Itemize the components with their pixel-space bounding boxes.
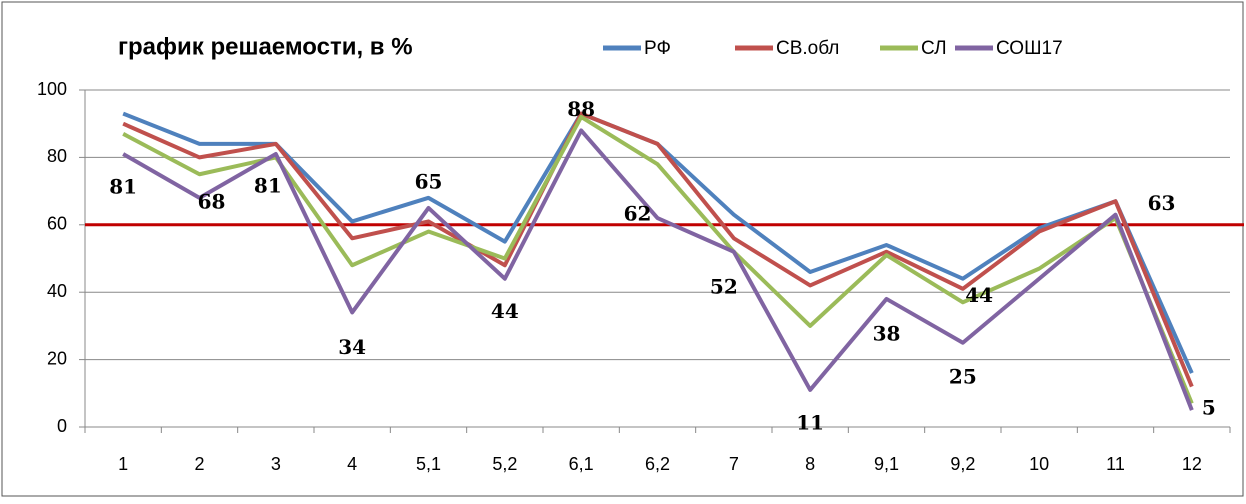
legend-label: РФ <box>644 38 671 59</box>
y-tick-label: 0 <box>57 416 67 436</box>
series-line <box>122 114 1194 405</box>
x-tick-label: 7 <box>729 454 739 474</box>
data-label: 44 <box>491 299 519 323</box>
series-line <box>122 128 1194 411</box>
data-label: 63 <box>1148 191 1176 215</box>
data-label: 34 <box>338 335 366 359</box>
y-tick-label: 80 <box>47 146 67 166</box>
x-tick-label: 11 <box>1106 454 1125 474</box>
data-label: 62 <box>624 202 652 226</box>
legend-label: СВ.обл <box>776 38 839 59</box>
data-label: 5 <box>1202 396 1216 420</box>
x-tick-label: 6,2 <box>645 454 670 474</box>
series-line <box>122 111 1194 388</box>
data-label: 44 <box>965 283 993 307</box>
y-tick-label: 40 <box>47 281 67 301</box>
x-tick-label: 5,2 <box>492 454 517 474</box>
x-tick-label: 6,1 <box>569 454 594 474</box>
data-label: 88 <box>567 97 595 121</box>
chart-title: график решаемости, в % <box>118 33 413 60</box>
legend-label: СОШ17 <box>996 38 1063 59</box>
x-tick-label: 12 <box>1182 454 1202 474</box>
x-tick-label: 2 <box>194 454 204 474</box>
x-tick-label: 8 <box>805 454 815 474</box>
x-tick-label: 10 <box>1029 454 1049 474</box>
data-label: 65 <box>415 169 443 193</box>
x-tick-label: 5,1 <box>416 454 441 474</box>
x-tick-label: 3 <box>271 454 281 474</box>
data-label: 52 <box>710 274 738 298</box>
x-tick-label: 4 <box>347 454 357 474</box>
y-tick-label: 100 <box>37 79 67 99</box>
y-tick-label: 20 <box>47 348 67 368</box>
x-tick-label: 9,1 <box>874 454 899 474</box>
data-label: 81 <box>109 175 137 199</box>
x-tick-label: 9,2 <box>950 454 975 474</box>
data-label: 38 <box>873 321 901 345</box>
data-label: 68 <box>198 189 226 213</box>
legend-label: СЛ <box>921 38 947 59</box>
data-label: 81 <box>254 174 282 198</box>
x-tick-label: 1 <box>118 454 128 474</box>
data-label: 25 <box>949 364 977 388</box>
y-tick-label: 60 <box>47 214 67 234</box>
data-label: 11 <box>796 410 824 434</box>
